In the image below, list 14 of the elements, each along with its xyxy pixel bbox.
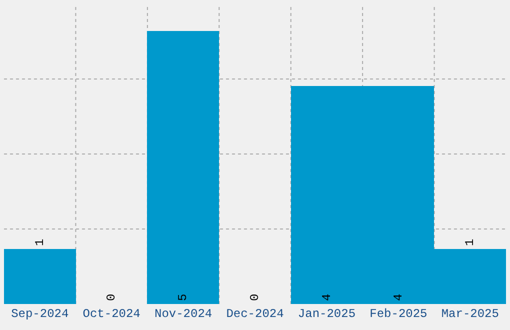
x-tick-label: Oct-2024	[82, 307, 140, 321]
data-label: 5	[176, 294, 190, 301]
data-label: 4	[320, 294, 334, 301]
x-tick-label: Sep-2024	[11, 307, 69, 321]
x-tick-label: Dec-2024	[226, 307, 284, 321]
data-label: 0	[104, 294, 118, 301]
x-tick-label: Feb-2025	[370, 307, 428, 321]
data-label: 1	[33, 238, 47, 246]
x-tick-label: Jan-2025	[298, 307, 356, 321]
x-tick-label: Mar-2025	[441, 307, 499, 321]
data-label: 4	[392, 294, 406, 301]
data-label: 1	[463, 238, 477, 246]
data-label: 0	[248, 294, 262, 301]
x-tick-label: Nov-2024	[154, 307, 212, 321]
